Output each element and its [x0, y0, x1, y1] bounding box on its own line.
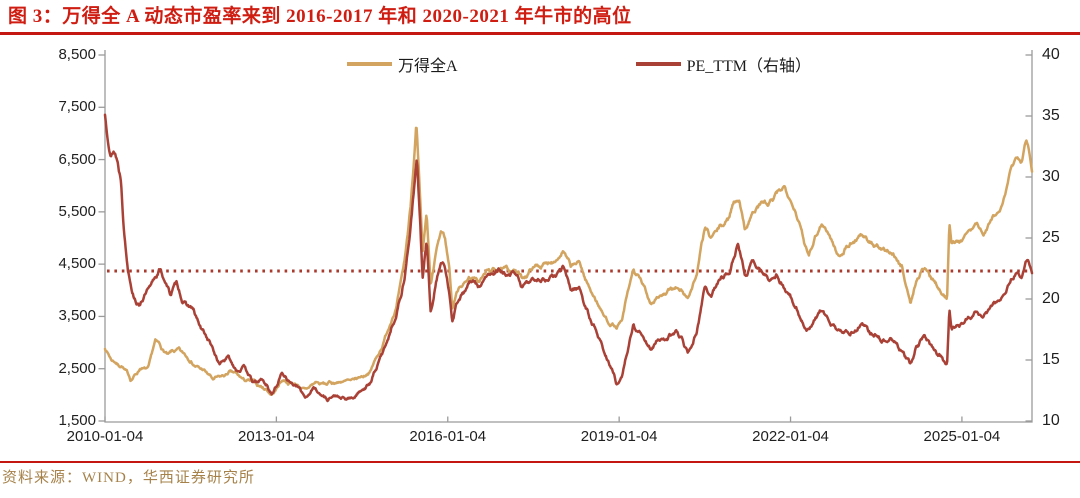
- right-axis-tick-label: 20: [1042, 290, 1060, 307]
- x-axis-tick-label: 2019-01-04: [580, 428, 658, 445]
- right-axis-tick-label: 10: [1042, 412, 1060, 429]
- right-axis-tick-label: 30: [1042, 168, 1060, 185]
- figure-title: 图 3：万得全 A 动态市盈率来到 2016-2017 年和 2020-2021…: [8, 6, 632, 27]
- legend-item-pe-ttm: PE_TTM（右轴）: [635, 52, 812, 76]
- title-divider-rule: [0, 32, 1080, 35]
- left-axis-tick-label: 3,500: [58, 307, 96, 325]
- right-axis-tick-label: 25: [1042, 229, 1060, 246]
- left-axis-tick-label: 4,500: [58, 255, 96, 273]
- left-axis-tick-label: 5,500: [58, 202, 96, 220]
- legend-label-wind-all-a: 万得全A: [398, 58, 458, 75]
- right-axis-tick-label: 40: [1042, 46, 1060, 63]
- x-axis-tick-label: 2022-01-04: [752, 428, 829, 445]
- left-axis-tick-label: 2,500: [58, 359, 96, 377]
- left-axis-tick-label: 6,500: [58, 150, 96, 168]
- left-axis-tick-label: 7,500: [58, 98, 96, 116]
- right-axis-tick-label: 15: [1042, 351, 1060, 368]
- x-axis-tick-label: 2025-01-04: [923, 428, 1001, 445]
- x-axis-tick-label: 2010-01-04: [66, 428, 144, 445]
- left-axis-tick-label: 1,500: [58, 412, 96, 429]
- chart-legend: 万得全A PE_TTM（右轴）: [347, 52, 811, 76]
- legend-line-swatch-gold: [347, 62, 392, 66]
- legend-line-swatch-red: [635, 62, 681, 66]
- source-note: 资料来源：WIND，华西证券研究所: [2, 470, 255, 486]
- footer-divider-rule: [0, 461, 1080, 463]
- legend-item-wind-all-a: 万得全A: [347, 52, 458, 76]
- x-axis-tick-label: 2013-01-04: [238, 428, 315, 445]
- right-axis-tick-label: 35: [1042, 107, 1060, 124]
- x-axis-tick-label: 2016-01-04: [409, 428, 487, 445]
- left-axis-tick-label: 8,500: [58, 46, 96, 63]
- legend-label-pe-ttm: PE_TTM（右轴）: [686, 58, 812, 75]
